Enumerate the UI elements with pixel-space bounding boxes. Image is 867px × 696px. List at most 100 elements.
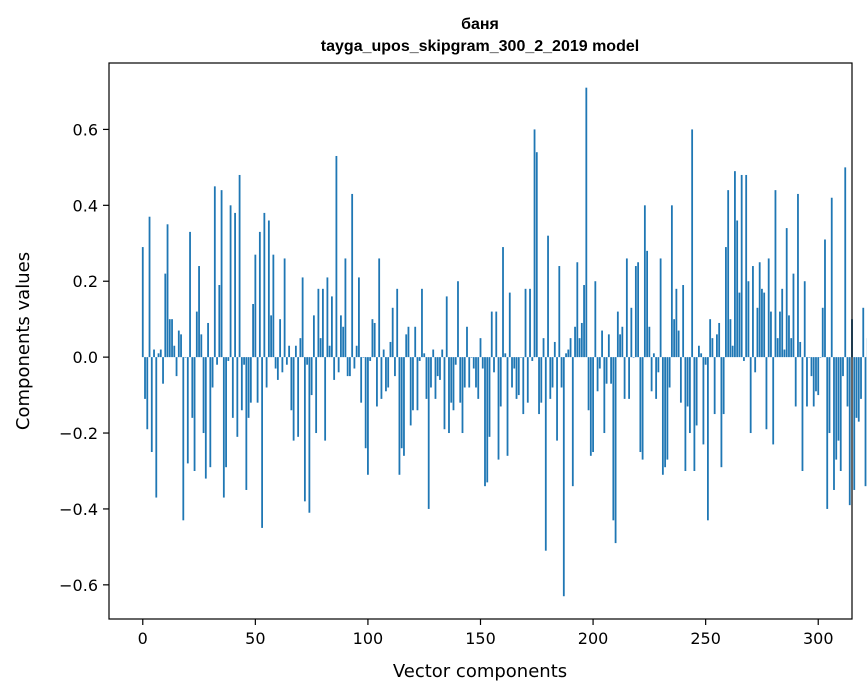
- y-tick-label: 0.6: [73, 120, 98, 139]
- x-tick-label: 250: [690, 629, 721, 648]
- bar-143: [463, 357, 466, 388]
- bar-233: [666, 357, 669, 460]
- bar-100: [367, 357, 369, 475]
- bar-45: [243, 357, 245, 365]
- bar-75: [310, 357, 313, 396]
- bar-156: [493, 357, 495, 373]
- bar-288: [790, 338, 793, 358]
- bar-149: [477, 357, 480, 399]
- bar-282: [776, 338, 779, 358]
- bar-266: [740, 174, 743, 358]
- bar-270: [749, 357, 752, 434]
- bar-117: [405, 334, 408, 358]
- bar-36: [222, 357, 225, 498]
- bar-40: [231, 357, 234, 418]
- bar-10: [164, 273, 167, 358]
- bar-74: [308, 357, 311, 513]
- bar-121: [414, 326, 417, 358]
- bar-123: [418, 357, 421, 361]
- bar-15: [175, 357, 178, 377]
- x-tick-label: 50: [245, 629, 265, 648]
- bar-213: [621, 326, 624, 358]
- y-tick-label: −0.2: [59, 424, 98, 443]
- bar-78: [317, 288, 320, 358]
- bar-33: [216, 357, 218, 365]
- bar-232: [664, 357, 667, 468]
- bar-122: [416, 357, 419, 411]
- x-axis-ticks: 0 50 100 150 200 250 300: [138, 619, 834, 648]
- bar-247: [698, 345, 700, 358]
- bar-291: [797, 193, 799, 358]
- bar-44: [240, 357, 243, 411]
- bar-316: [853, 357, 856, 490]
- bar-128: [430, 357, 432, 388]
- bar-93: [351, 193, 354, 358]
- bar-284: [781, 288, 784, 358]
- bar-87: [337, 357, 340, 373]
- bar-210: [614, 357, 617, 544]
- bar-46: [245, 357, 248, 490]
- bar-212: [619, 334, 621, 358]
- bar-22: [191, 357, 194, 418]
- bar-102: [371, 319, 374, 358]
- bar-127: [427, 357, 430, 509]
- bar-42: [236, 357, 239, 437]
- bar-258: [722, 357, 725, 415]
- bar-35: [220, 190, 223, 358]
- bar-60: [276, 357, 279, 380]
- bar-30: [209, 357, 212, 468]
- bar-77: [315, 357, 318, 434]
- x-tick-label: 100: [353, 629, 384, 648]
- bar-158: [497, 357, 500, 460]
- bar-264: [736, 220, 739, 358]
- bar-217: [630, 307, 633, 358]
- bar-183: [553, 341, 556, 358]
- bar-140: [457, 281, 459, 358]
- bar-285: [783, 349, 786, 358]
- bar-257: [720, 357, 723, 468]
- bar-116: [403, 357, 405, 456]
- bar-177: [540, 357, 543, 403]
- bar-231: [661, 357, 664, 475]
- bar-47: [247, 357, 250, 418]
- bar-52: [258, 231, 261, 358]
- bar-181: [549, 357, 552, 399]
- bar-246: [695, 357, 698, 426]
- bar-194: [578, 338, 581, 358]
- bar-108: [385, 357, 387, 392]
- plot-frame: [108, 62, 853, 620]
- bar-269: [747, 281, 750, 358]
- bar-277: [765, 357, 768, 430]
- bar-215: [625, 258, 628, 358]
- bar-2: [146, 357, 149, 430]
- bar-142: [461, 357, 464, 434]
- bar-300: [817, 357, 820, 396]
- bar-286: [785, 228, 788, 358]
- bar-297: [810, 357, 813, 377]
- bar-54: [263, 212, 266, 358]
- bar-113: [396, 288, 399, 358]
- bar-271: [752, 266, 754, 358]
- bar-321: [864, 357, 867, 487]
- bar-11: [166, 224, 169, 358]
- bar-104: [376, 357, 378, 407]
- bar-14: [173, 345, 176, 358]
- bar-253: [711, 338, 714, 358]
- bar-279: [770, 311, 772, 358]
- bar-243: [688, 357, 691, 434]
- bar-274: [758, 262, 761, 358]
- bar-134: [443, 357, 446, 430]
- bar-307: [833, 357, 835, 490]
- bar-273: [756, 307, 759, 358]
- bar-26: [200, 334, 203, 358]
- bar-214: [623, 357, 626, 399]
- x-tick-label: 0: [138, 629, 148, 648]
- bar-88: [340, 315, 342, 358]
- bar-12: [168, 319, 171, 358]
- bar-287: [788, 315, 790, 358]
- bar-152: [484, 357, 486, 487]
- bar-133: [441, 349, 444, 358]
- bar-195: [580, 322, 583, 358]
- bar-16: [177, 330, 180, 358]
- bar-256: [718, 322, 721, 358]
